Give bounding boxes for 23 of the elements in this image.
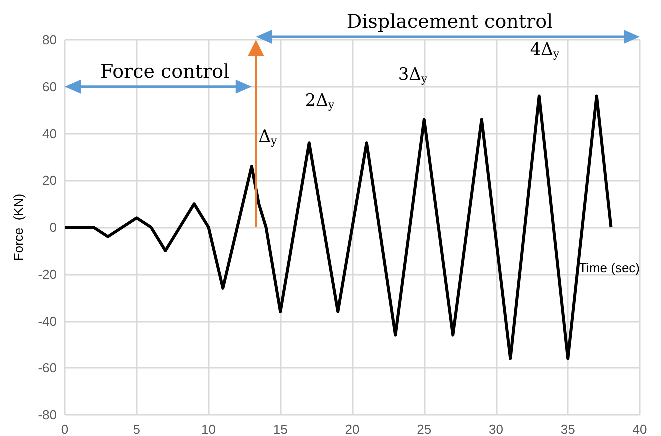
line-series bbox=[64, 94, 613, 360]
y-axis-title: Force (KN) bbox=[11, 194, 26, 262]
x-tick-label: 35 bbox=[560, 422, 576, 436]
y-tick-label: -80 bbox=[38, 408, 57, 422]
y-tick-label: 20 bbox=[42, 173, 57, 188]
x-tick-label: 25 bbox=[417, 422, 432, 436]
y-tick-label: 80 bbox=[42, 32, 57, 48]
x-axis-title: Time (sec) bbox=[579, 260, 640, 276]
y-tick-label: 60 bbox=[42, 79, 57, 94]
annotation: Force control bbox=[100, 61, 230, 83]
y-tick-label: -40 bbox=[38, 314, 57, 329]
x-tick-label: 10 bbox=[202, 422, 216, 436]
x-tick-label: 40 bbox=[632, 422, 648, 436]
y-tick-label: 0 bbox=[50, 220, 57, 235]
x-tick-label: 0 bbox=[61, 422, 69, 436]
x-tick-label: 5 bbox=[133, 422, 140, 436]
y-tick-label: 40 bbox=[42, 126, 57, 142]
text: Displacement control bbox=[346, 11, 554, 33]
x-tick-label: 15 bbox=[273, 422, 288, 436]
y-tick-label: -60 bbox=[38, 360, 57, 376]
x-tick-label: 20 bbox=[345, 422, 360, 436]
x-tick-label: 30 bbox=[489, 422, 504, 436]
y-tick-label: -20 bbox=[38, 266, 57, 282]
